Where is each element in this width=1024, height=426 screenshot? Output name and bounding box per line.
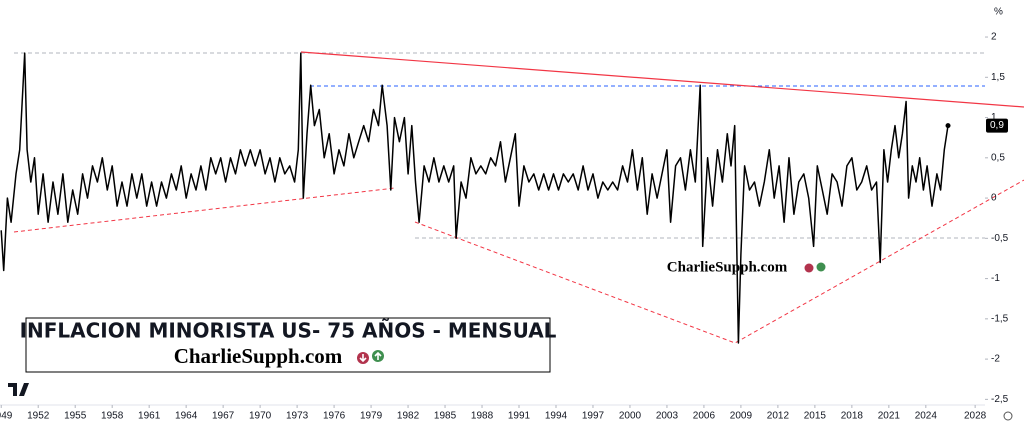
- x-tick-label: 1970: [249, 411, 272, 422]
- x-tick-label: 1991: [508, 411, 531, 422]
- chart-title: INFLACION MINORISTA US- 75 AÑOS - MENSUA…: [20, 319, 557, 343]
- x-tick-label: 2015: [804, 411, 827, 422]
- y-unit: %: [994, 7, 1003, 18]
- y-tick-label: -2: [991, 354, 1000, 365]
- y-tick-label: -0,5: [991, 233, 1009, 244]
- x-tick-label: 2021: [878, 411, 901, 422]
- x-tick-label: 1973: [286, 411, 309, 422]
- x-tick-label: 1961: [138, 411, 161, 422]
- x-tick-label: 2009: [730, 411, 753, 422]
- x-tick-label: 1967: [212, 411, 235, 422]
- x-tick-label: 2003: [656, 411, 679, 422]
- watermark: CharlieSupph.com: [667, 259, 788, 275]
- x-tick-label: 2018: [841, 411, 864, 422]
- x-tick-label: 1952: [27, 411, 50, 422]
- annotation-lines: [0, 51, 1024, 406]
- icons: [357, 350, 384, 364]
- x-tick-label: 1949: [0, 411, 13, 422]
- title-box: [25, 317, 551, 373]
- x-tick-label: 1979: [360, 411, 383, 422]
- x-tick-label: 1994: [545, 411, 568, 422]
- x-tick-label: 1955: [64, 411, 87, 422]
- last-value-box: [986, 118, 1008, 133]
- trend-line: [13, 187, 396, 233]
- last-value-label: 0,9: [990, 120, 1004, 131]
- x-tick-label: 2024: [915, 411, 938, 422]
- x-tick-label: 1976: [323, 411, 346, 422]
- line: [0, 52, 949, 344]
- y-tick-label: 0: [991, 193, 997, 204]
- x-tick-label: 2000: [619, 411, 642, 422]
- last-point: [945, 123, 951, 129]
- logo: [8, 383, 29, 396]
- y-tick-label: -1,5: [991, 313, 1009, 324]
- y-tick-label: 1,5: [991, 72, 1005, 83]
- trend-line: [414, 179, 1024, 344]
- x-tick-label: 1997: [582, 411, 605, 422]
- x-tick-label: 1988: [471, 411, 494, 422]
- y-tick-label: -1: [991, 273, 1000, 284]
- y-tick-label: 0,5: [991, 152, 1005, 163]
- x-tick-label: 1958: [101, 411, 124, 422]
- x-tick-label: 2012: [767, 411, 790, 422]
- settings-icon[interactable]: [1003, 411, 1013, 421]
- x-tick-label: 1985: [434, 411, 457, 422]
- y-tick-label: -2,5: [991, 394, 1009, 405]
- watermark: CharlieSupph.com: [174, 344, 343, 368]
- trend-line: [300, 51, 1024, 108]
- x-tick-label: 1964: [175, 411, 198, 422]
- x-tick-label: 1982: [397, 411, 420, 422]
- y-tick-label: 1: [991, 112, 997, 123]
- icons: [804, 262, 826, 273]
- x-tick-label: 2028: [964, 411, 987, 422]
- x-tick-label: 2006: [693, 411, 716, 422]
- y-tick-label: 2: [991, 32, 997, 43]
